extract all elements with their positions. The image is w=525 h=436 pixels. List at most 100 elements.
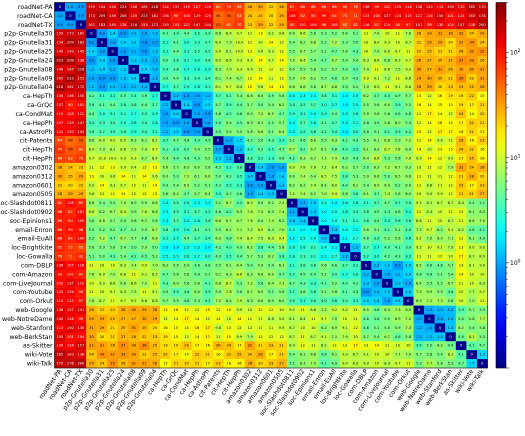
heatmap-cell-value: 124 — [394, 14, 402, 18]
heatmap-cell-value: 76 — [57, 255, 62, 259]
heatmap-cell — [434, 225, 446, 235]
heatmap-cell-value: 11 — [480, 299, 485, 303]
heatmap-cell — [234, 243, 245, 253]
heatmap-cell-value: 4.8 — [395, 210, 401, 214]
heatmap-cell-value: 6.7 — [395, 165, 401, 169]
heatmap-cell-value: 8.6 — [416, 219, 422, 223]
heatmap-cell-value: 1.0 — [99, 85, 105, 89]
heatmap-cell-value: 99 — [374, 5, 379, 9]
heatmap-cell-value: 7.1 — [332, 335, 338, 339]
heatmap-cell-value: 124 — [67, 344, 75, 348]
heatmap-cell-value: 1.4 — [131, 76, 137, 80]
heatmap-cell-value: 3.9 — [405, 201, 411, 205]
heatmap-cell — [286, 29, 298, 39]
heatmap-cell — [75, 11, 87, 21]
heatmap-cell-value: 11 — [459, 219, 464, 223]
heatmap-cell-value: 4.1 — [321, 130, 327, 134]
heatmap-cell-value: 4.5 — [215, 130, 221, 134]
heatmap-cell — [86, 359, 97, 369]
heatmap-cell-value: 3.2 — [363, 255, 369, 259]
heatmap-cell — [223, 359, 235, 369]
heatmap-cell — [413, 2, 425, 12]
heatmap-cell — [307, 350, 319, 360]
heatmap-cell — [170, 82, 182, 92]
heatmap-cell — [54, 305, 66, 315]
heatmap-cell — [223, 11, 235, 21]
heatmap-cell-value: 28 — [480, 165, 485, 169]
heatmap-cell-value: 25 — [438, 58, 443, 62]
heatmap-cell — [255, 261, 266, 271]
heatmap-cell — [360, 55, 372, 66]
heatmap-cell — [244, 243, 256, 253]
heatmap-cell — [65, 73, 76, 83]
heatmap-cell-value: 25 — [258, 14, 263, 18]
heatmap-cell-value: 85 — [79, 201, 84, 205]
heatmap-cell-value: 4.1 — [205, 281, 211, 285]
heatmap-cell-value: 9.7 — [120, 299, 126, 303]
heatmap-cell-value: 3.5 — [353, 148, 359, 152]
heatmap-cell — [476, 73, 488, 83]
heatmap-cell-value: 27 — [121, 335, 126, 339]
heatmap-cell — [117, 2, 129, 12]
heatmap-cell — [276, 118, 287, 128]
heatmap-cell — [466, 73, 478, 83]
heatmap-cell — [96, 359, 108, 369]
heatmap-cell — [255, 109, 266, 119]
heatmap-cell-value: 65 — [343, 23, 348, 27]
heatmap-cell-value: 16 — [216, 353, 221, 357]
heatmap-cell — [96, 11, 108, 21]
heatmap-cell-value: 9.1 — [395, 85, 401, 89]
heatmap-cell-value: 109 — [77, 219, 85, 223]
row-label: roadNet-PA — [18, 4, 53, 11]
heatmap-cell-value: 11 — [364, 32, 369, 36]
heatmap-cell — [65, 341, 76, 351]
heatmap-cell-value: 1.5 — [215, 157, 221, 161]
heatmap-cell-value: 2.0 — [310, 228, 316, 232]
heatmap-cell — [107, 47, 119, 57]
heatmap-cell — [413, 269, 425, 279]
heatmap-cell — [424, 341, 435, 351]
heatmap-cell-value: 29 — [427, 85, 432, 89]
heatmap-cell-value: 27 — [279, 362, 284, 366]
heatmap-cell — [191, 359, 203, 369]
heatmap-cell-value: 12 — [248, 326, 253, 330]
heatmap-cell-value: 3.4 — [332, 130, 338, 134]
heatmap-cell — [149, 323, 161, 333]
heatmap-cell-value: 105 — [67, 112, 74, 116]
heatmap-cell — [202, 100, 214, 110]
heatmap-cell — [117, 118, 129, 128]
heatmap-cell-value: 4.4 — [332, 112, 338, 116]
heatmap-cell-value: 22 — [269, 23, 274, 27]
heatmap-cell — [75, 287, 87, 297]
heatmap-cell-value: 5.2 — [321, 41, 327, 45]
heatmap-cell — [138, 82, 150, 92]
row-label: p2p-Gnutella04 — [4, 84, 52, 91]
heatmap-cell-value: 14 — [184, 326, 189, 330]
heatmap-cell — [413, 162, 425, 173]
heatmap-cell — [191, 296, 203, 306]
heatmap-cell — [65, 136, 76, 146]
heatmap-cell-value: 6.2 — [363, 94, 369, 98]
heatmap-cell-value: 15 — [153, 165, 158, 169]
heatmap-cell — [466, 180, 478, 190]
heatmap-cell-value: 11 — [258, 326, 263, 330]
heatmap-cell-value: 114 — [405, 5, 413, 9]
heatmap-cell-value: 10 — [459, 299, 464, 303]
heatmap-cell-value: 29 — [142, 308, 147, 312]
heatmap-cell-value: 0 — [185, 112, 188, 116]
heatmap-cell-value: 7.4 — [279, 210, 285, 214]
heatmap-cell — [424, 314, 435, 324]
heatmap-cell — [424, 189, 435, 199]
heatmap-cell — [318, 73, 330, 83]
heatmap-cell — [466, 82, 478, 92]
heatmap-cell-value: 1.2 — [363, 272, 369, 276]
heatmap-cell-value: 29 — [153, 317, 158, 321]
heatmap-cell-value: 6.4 — [205, 192, 211, 196]
heatmap-cell — [413, 198, 425, 208]
heatmap-cell-value: 3.0 — [205, 255, 211, 259]
heatmap-cell-value: 3.3 — [184, 76, 190, 80]
heatmap-cell-value: 5.1 — [479, 201, 485, 205]
heatmap-cell — [276, 145, 287, 155]
heatmap-cell — [86, 47, 97, 57]
heatmap-cell — [181, 136, 192, 146]
